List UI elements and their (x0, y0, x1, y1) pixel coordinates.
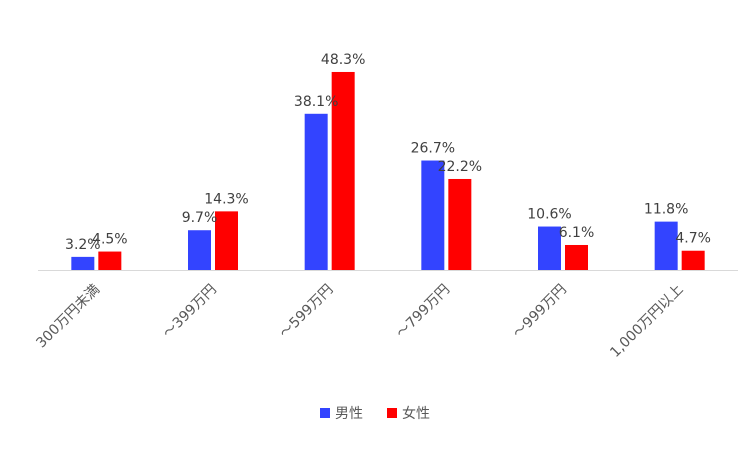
bar-male-3 (421, 160, 445, 270)
data-label-male-5: 11.8% (644, 202, 688, 218)
data-label-female-3: 22.2% (438, 159, 482, 175)
bar-male-1 (188, 230, 211, 270)
bar-male-5 (654, 221, 678, 270)
category-tick-label-0: 300万円未満 (33, 282, 103, 352)
legend-label-female: 女性 (402, 405, 430, 422)
data-label-male-0: 3.2% (65, 237, 101, 253)
category-tick-labels: 300万円未満 ～399万円 ～599万円 ～799万円 ～999万円 1,000万円以上 (33, 282, 686, 361)
bar-female-0 (98, 251, 122, 270)
data-label-female-1: 14.3% (204, 191, 248, 207)
legend: 男性 女性 (320, 405, 430, 422)
category-tick-label-3: ～799万円 (393, 282, 453, 342)
category-tick-label-5: 1,000万円以上 (607, 282, 686, 361)
data-labels-layer: 3.2%4.5% 9.7% 14.3% 38.1% 48.3% 26.7% 22.2% 10.… (65, 52, 711, 253)
bar-male-0 (71, 256, 95, 270)
data-label-male-4: 10.6% (527, 207, 571, 223)
bars-layer (71, 71, 705, 270)
bar-male-4 (538, 226, 561, 270)
bar-female-5 (681, 250, 705, 270)
data-label-female-4: 6.1% (559, 225, 595, 241)
bar-female-4 (565, 244, 588, 270)
bar-male-2 (304, 113, 328, 270)
category-tick-label-1: ～399万円 (160, 282, 220, 342)
legend-label-male: 男性 (335, 406, 363, 422)
category-tick-label-2: ～599万円 (277, 282, 337, 342)
data-label-male-2: 38.1% (294, 94, 338, 110)
category-tick-label-4: ～999万円 (510, 282, 570, 342)
data-label-female-0: 4.5% (92, 232, 128, 248)
data-label-female-2: 48.3% (321, 52, 365, 68)
data-label-female-5: 4.7% (675, 231, 711, 247)
data-label-male-1: 9.7% (182, 210, 218, 226)
legend-swatch-male (320, 408, 330, 418)
bar-female-3 (448, 178, 472, 270)
legend-swatch-female (387, 408, 397, 418)
bar-female-2 (331, 71, 355, 270)
data-label-male-3: 26.7% (411, 141, 455, 157)
bar-female-1 (215, 211, 238, 270)
